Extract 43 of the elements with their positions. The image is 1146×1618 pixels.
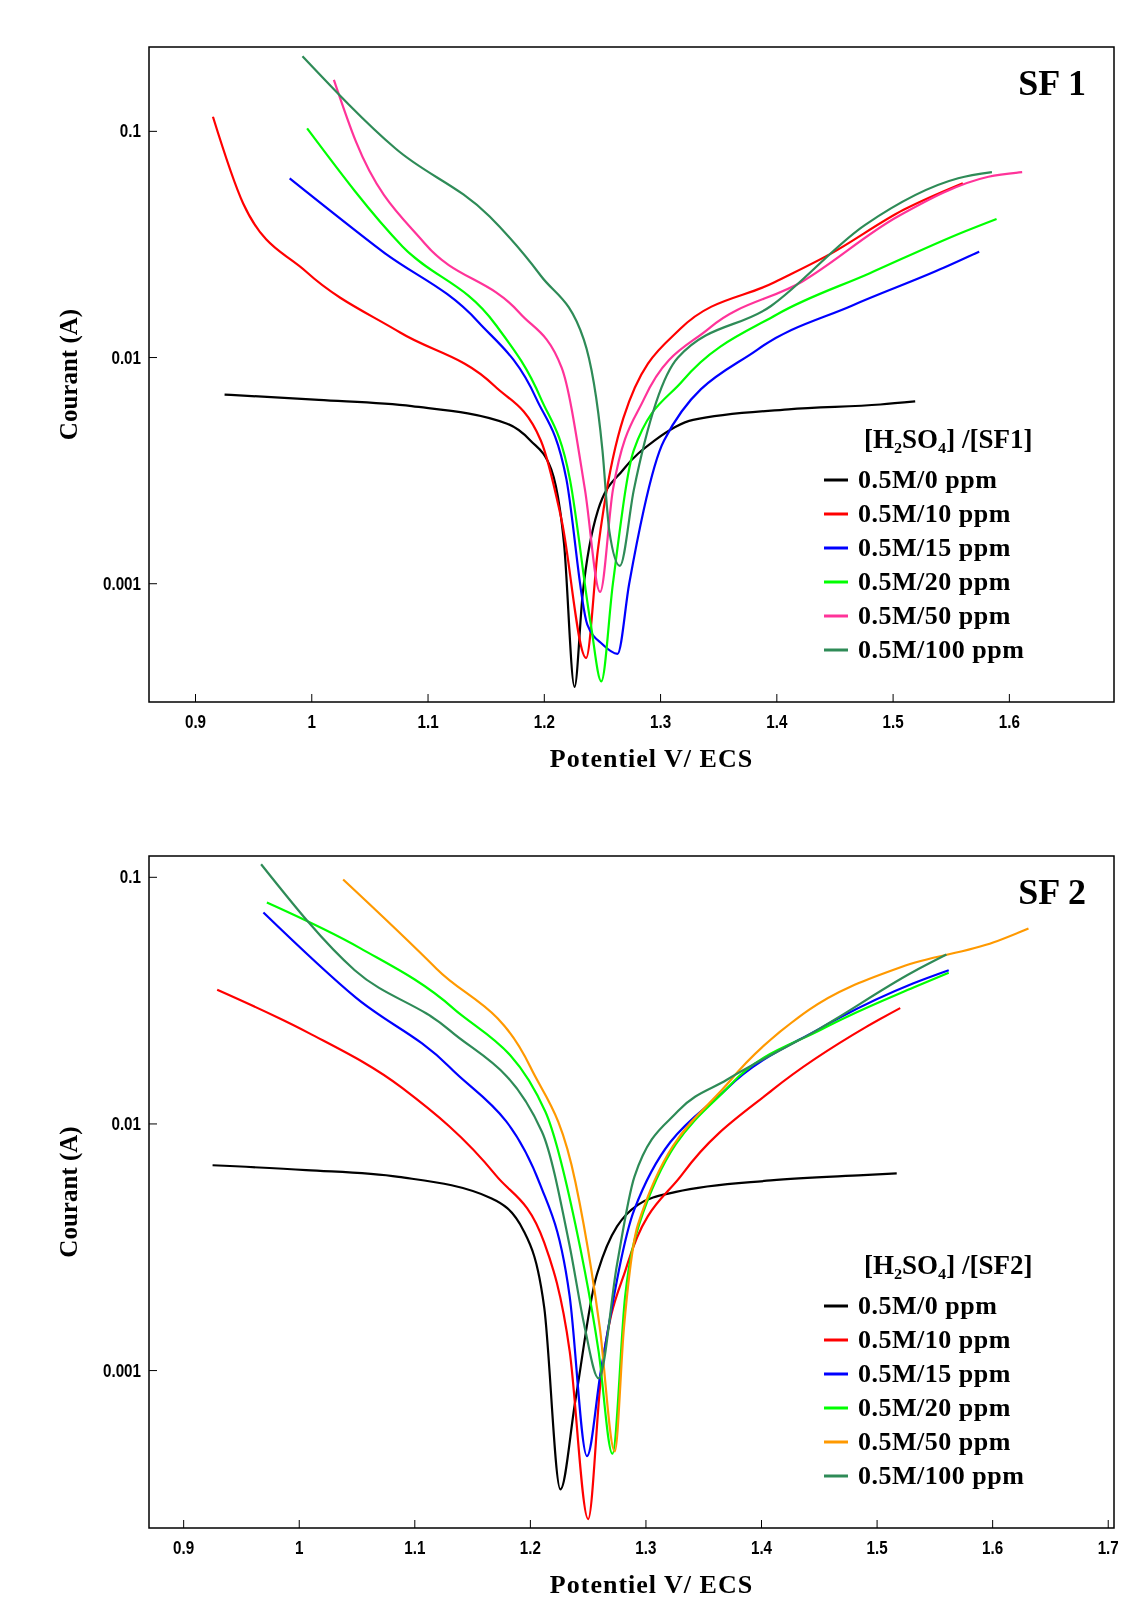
legend-label: 0.5M/10 ppm <box>858 1325 1011 1354</box>
legend-label: 0.5M/20 ppm <box>858 567 1011 596</box>
x-tick-label: 1 <box>295 1536 304 1559</box>
x-tick-label: 1.2 <box>533 710 555 733</box>
x-axis-title: Potentiel V/ ECS <box>549 1570 754 1599</box>
x-tick-label: 1.7 <box>1097 1536 1119 1559</box>
x-tick-label: 1.5 <box>866 1536 889 1559</box>
legend-label: 0.5M/15 ppm <box>858 533 1011 562</box>
x-tick-label: 1.3 <box>650 710 672 733</box>
legend-label: 0.5M/15 ppm <box>858 1359 1011 1388</box>
x-tick-label: 1.6 <box>982 1536 1004 1559</box>
legend-title: [H₂SO₄] /[SF1] <box>864 424 1033 454</box>
x-axis-title: Potentiel V/ ECS <box>549 744 754 773</box>
legend-label: 0.5M/100 ppm <box>858 1461 1025 1490</box>
x-tick-label: 1.4 <box>766 710 788 733</box>
legend-label: 0.5M/10 ppm <box>858 499 1011 528</box>
y-tick-label: 0.1 <box>119 119 142 142</box>
legend-title: [H₂SO₄] /[SF2] <box>864 1250 1033 1280</box>
x-tick-label: 0.9 <box>184 710 207 733</box>
chart-title: SF 1 <box>1018 63 1086 103</box>
y-tick-label: 0.01 <box>111 345 142 368</box>
x-tick-label: 1.1 <box>417 710 439 733</box>
x-tick-label: 1 <box>307 710 317 733</box>
x-tick-label: 1.3 <box>635 1536 657 1559</box>
x-tick-label: 1.1 <box>404 1536 426 1559</box>
legend-label: 0.5M/0 ppm <box>858 1291 998 1320</box>
y-tick-label: 0.01 <box>111 1112 142 1135</box>
y-tick-label: 0.001 <box>103 1358 142 1381</box>
legend-label: 0.5M/50 ppm <box>858 1427 1011 1456</box>
x-tick-label: 1.4 <box>750 1536 773 1559</box>
legend-label: 0.5M/0 ppm <box>858 465 998 494</box>
legend-label: 0.5M/50 ppm <box>858 601 1011 630</box>
y-axis-title: Courant (A) <box>55 1126 83 1258</box>
y-tick-label: 0.001 <box>103 572 142 595</box>
x-tick-label: 0.9 <box>173 1536 195 1559</box>
legend-label: 0.5M/100 ppm <box>858 635 1025 664</box>
chart-title: SF 2 <box>1018 872 1086 912</box>
x-tick-label: 1.2 <box>519 1536 541 1559</box>
y-axis-title: Courant (A) <box>55 308 83 441</box>
x-tick-label: 1.5 <box>882 710 905 733</box>
y-tick-label: 0.1 <box>119 865 142 888</box>
legend-label: 0.5M/20 ppm <box>858 1393 1011 1422</box>
x-tick-label: 1.6 <box>998 710 1020 733</box>
